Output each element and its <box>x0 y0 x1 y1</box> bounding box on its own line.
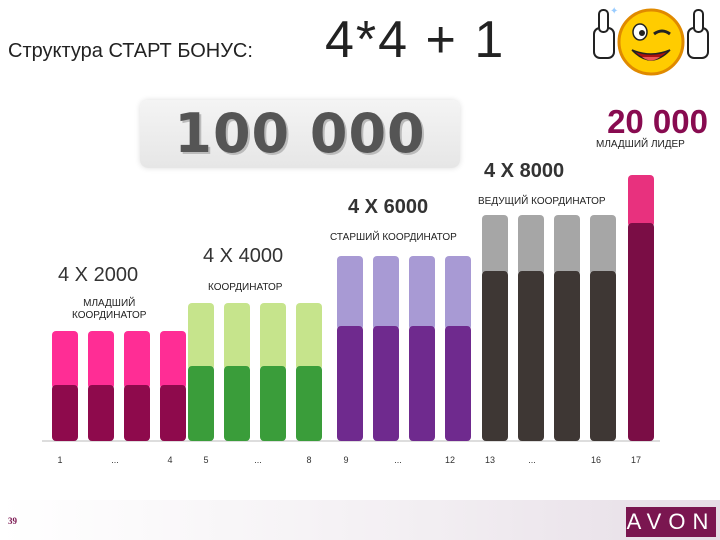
bar-11-lower <box>409 326 435 441</box>
x-tick-label: 13 <box>485 455 495 465</box>
group-4-label: 4 X 8000 <box>484 160 565 182</box>
x-tick-label: ... <box>254 455 262 465</box>
bar-3-lower <box>124 385 150 441</box>
bar-5-upper <box>188 303 214 370</box>
x-tick-label: ... <box>394 455 402 465</box>
bar-6-upper <box>224 303 250 370</box>
group-3-label: 4 X 6000 <box>348 196 429 218</box>
bar-15-lower <box>554 271 580 441</box>
x-tick-label: 12 <box>445 455 455 465</box>
bar-10-lower <box>373 326 399 441</box>
page-number: 39 <box>8 516 17 526</box>
group-5-role: МЛАДШИЙ ЛИДЕР <box>596 139 685 150</box>
footer-bar <box>0 500 720 540</box>
bar-12-lower <box>445 326 471 441</box>
bar-2-lower <box>88 385 114 441</box>
bar-10-upper <box>373 256 399 330</box>
x-tick-label: 5 <box>203 455 208 465</box>
bar-17-upper <box>628 175 654 227</box>
total-banner <box>140 100 460 168</box>
bar-17-lower <box>628 223 654 441</box>
bar-7-upper <box>260 303 286 370</box>
bar-4-lower <box>160 385 186 441</box>
bar-14-upper <box>518 215 544 275</box>
group-1-label: 4 X 2000 <box>58 264 139 286</box>
group-2-label: 4 X 4000 <box>203 245 284 267</box>
group-1-role: МЛАДШИЙ КООРДИНАТОР <box>72 298 147 321</box>
group-4-role: ВЕДУЩИЙ КООРДИНАТОР <box>478 196 606 207</box>
x-tick-label: 8 <box>306 455 311 465</box>
bar-16-lower <box>590 271 616 441</box>
bar-8-upper <box>296 303 322 370</box>
x-tick-label: ... <box>528 455 536 465</box>
bar-2-upper <box>88 331 114 389</box>
x-tick-label: 17 <box>631 455 641 465</box>
banner-total: 100 000 <box>174 102 426 165</box>
bar-12-upper <box>445 256 471 330</box>
bar-6-lower <box>224 366 250 441</box>
x-tick-label: 9 <box>343 455 348 465</box>
bar-1-lower <box>52 385 78 441</box>
group-2-role: КООРДИНАТОР <box>208 282 283 293</box>
x-tick-label: 4 <box>167 455 172 465</box>
right-total: 20 000 <box>607 103 708 140</box>
bar-1-upper <box>52 331 78 389</box>
avon-logo: AVON <box>626 507 716 537</box>
smiley-thumbs-up-icon: ✦ <box>590 2 712 80</box>
x-tick-label: 16 <box>591 455 601 465</box>
svg-text:✦: ✦ <box>610 6 618 17</box>
bar-13-lower <box>482 271 508 441</box>
bar-9-upper <box>337 256 363 330</box>
x-tick-label: ... <box>111 455 119 465</box>
bar-8-lower <box>296 366 322 441</box>
bar-7-lower <box>260 366 286 441</box>
page-title: Структура СТАРТ БОНУС: <box>8 40 253 62</box>
group-3-role: СТАРШИЙ КООРДИНАТОР <box>330 232 457 243</box>
bar-15-upper <box>554 215 580 275</box>
title-formula: 4*4 + 1 <box>325 11 506 69</box>
bar-4-upper <box>160 331 186 389</box>
bar-5-lower <box>188 366 214 441</box>
x-tick-label: 1 <box>57 455 62 465</box>
bar-13-upper <box>482 215 508 275</box>
bar-3-upper <box>124 331 150 389</box>
bar-11-upper <box>409 256 435 330</box>
bar-9-lower <box>337 326 363 441</box>
bar-16-upper <box>590 215 616 275</box>
bar-14-lower <box>518 271 544 441</box>
